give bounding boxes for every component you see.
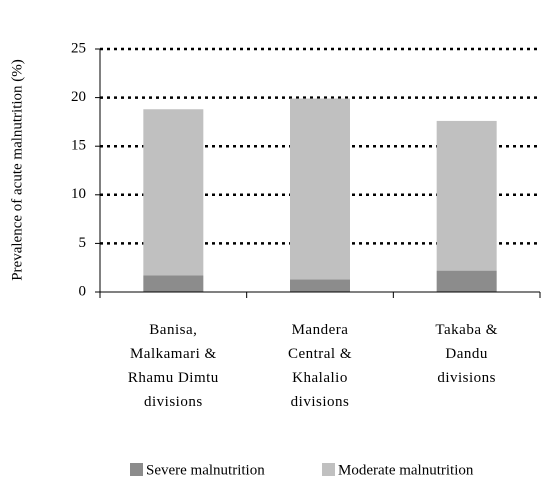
x-tick-label: Takaba & Dandu divisions xyxy=(435,322,498,386)
legend-label: Severe malnutrition xyxy=(146,462,265,478)
legend-swatch xyxy=(322,463,335,476)
y-tick-label: 0 xyxy=(79,283,87,299)
y-tick-label: 15 xyxy=(71,138,86,154)
y-tick-label: 10 xyxy=(71,186,86,202)
bar-segment xyxy=(290,98,350,280)
y-axis-label: Prevalence of acute malnutrition (%) xyxy=(9,59,25,281)
bar-segment xyxy=(436,120,497,271)
y-tick-label: 25 xyxy=(71,40,86,56)
x-tick-label: Banisa, Malkamari & Rhamu Dimtu division… xyxy=(127,322,219,410)
bar-segment xyxy=(143,275,204,292)
bar-segment xyxy=(290,279,350,292)
bar-segment xyxy=(436,270,497,292)
x-tick-label: Mandera Central & Khalalio divisions xyxy=(287,322,353,410)
y-tick-label: 20 xyxy=(71,89,86,105)
y-tick-label: 5 xyxy=(79,235,87,251)
legend-swatch xyxy=(130,463,143,476)
legend-label: Moderate malnutrition xyxy=(338,462,474,478)
bar-segment xyxy=(143,109,204,276)
